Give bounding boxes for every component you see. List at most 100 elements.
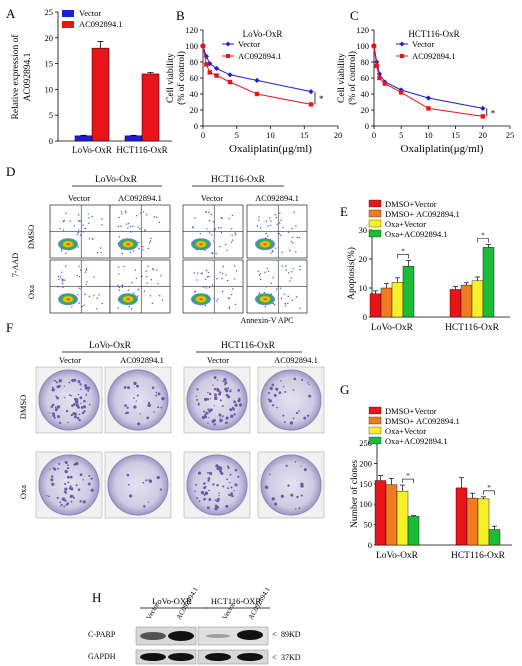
flow-group-label-lovo: LoVo-OxR xyxy=(95,175,138,185)
flow-event-dot xyxy=(84,271,87,273)
colony-dot xyxy=(147,403,151,407)
flow-event-dot xyxy=(88,238,91,240)
y-tick-label: 100 xyxy=(356,41,369,51)
colony-dot xyxy=(200,490,205,495)
flow-event-dot xyxy=(193,291,196,293)
flow-col-label: AC092894.1 xyxy=(255,193,299,203)
y-tick-label: 0 xyxy=(368,540,372,550)
panel-letter-h: H xyxy=(92,590,101,605)
flow-event-dot xyxy=(292,268,294,270)
flow-event-dot xyxy=(137,226,139,228)
flow-event-dot xyxy=(263,291,266,294)
flow-event-dot xyxy=(199,232,201,235)
significance-marker: * xyxy=(319,94,324,104)
flow-event-dot xyxy=(125,211,127,214)
colony-dot xyxy=(283,421,286,424)
flow-event-dot xyxy=(78,276,81,278)
flow-event-dot xyxy=(270,282,273,285)
flow-event-dot xyxy=(287,231,290,233)
flow-event-dot xyxy=(71,306,73,308)
colony-dot xyxy=(88,403,91,406)
colony-dot xyxy=(301,378,304,381)
flow-event-dot xyxy=(130,308,133,310)
colony-dot xyxy=(64,469,68,474)
colony-dot xyxy=(127,386,130,390)
flow-event-dot xyxy=(264,305,267,308)
colony-dot xyxy=(48,468,51,470)
flow-event-dot xyxy=(224,243,227,246)
data-point xyxy=(426,106,431,111)
colony-dot xyxy=(219,417,221,419)
blot-band xyxy=(237,653,263,661)
colony-dot xyxy=(148,479,153,483)
flow-event-dot xyxy=(233,278,236,280)
panel-f-colony-formation: LoVo-OxR HCT116-OxR Vector AC092894.1 Ve… xyxy=(18,341,325,519)
flow-event-dot xyxy=(270,220,272,222)
y-tick-label: 0 xyxy=(194,121,198,131)
bar xyxy=(482,247,495,318)
flow-event-dot xyxy=(288,250,291,252)
colony-dot xyxy=(220,472,224,476)
x-tick-label: 5 xyxy=(399,130,403,140)
colony-dot xyxy=(73,378,77,382)
chart-title: HCT116-OxR xyxy=(408,29,459,39)
flow-event-dot xyxy=(288,272,290,274)
flow-event-dot xyxy=(295,296,298,298)
colony-dot xyxy=(54,406,57,409)
bar xyxy=(124,135,143,142)
blot-band xyxy=(168,653,194,661)
colony-dot xyxy=(237,475,240,478)
colony-dot xyxy=(145,479,148,482)
chart-g-clone-number: 0 50 100 150 200 250 LoVo-OxR * HCT116-OxR * Numbe… xyxy=(349,406,512,561)
colony-dot xyxy=(216,508,218,511)
flow-event-dot xyxy=(281,265,283,267)
flow-event-dot xyxy=(149,240,152,242)
flow-event-dot xyxy=(127,223,130,225)
colony-dot xyxy=(216,379,219,381)
plate-row-label: DMSO xyxy=(18,395,28,420)
x-tick-label: LoVo-OxR xyxy=(72,145,112,155)
colony-dot xyxy=(229,408,233,412)
flow-event-dot xyxy=(221,290,224,293)
colony-dot xyxy=(73,412,77,416)
legend-swatch xyxy=(368,199,382,208)
significance-marker: * xyxy=(406,472,410,480)
flow-event-dot xyxy=(63,219,65,222)
legend-marker xyxy=(400,54,404,58)
data-point xyxy=(207,70,212,75)
flow-event-dot xyxy=(78,287,80,289)
bar xyxy=(141,73,160,142)
colony-dot xyxy=(289,421,294,425)
colony-dot xyxy=(290,493,294,497)
y-tick-label: 0 xyxy=(363,312,367,322)
flow-event-dot xyxy=(287,302,289,305)
flow-event-dot xyxy=(296,236,299,239)
x-tick-label: 25 xyxy=(506,130,515,140)
colony-dot xyxy=(308,394,312,398)
colony-dot xyxy=(203,493,206,496)
x-tick-label: 10 xyxy=(266,130,275,140)
colony-dot xyxy=(225,504,229,508)
colony-dot xyxy=(69,485,72,488)
data-point xyxy=(254,77,260,83)
colony-dot xyxy=(214,396,218,400)
bar xyxy=(407,516,420,546)
colony-dot xyxy=(52,414,56,418)
flow-event-dot xyxy=(291,271,293,273)
y-axis-label: (% of control) xyxy=(347,51,358,105)
colony-dot xyxy=(221,415,224,418)
colony-dot xyxy=(225,421,228,425)
flow-event-dot xyxy=(88,295,91,298)
colony-dot xyxy=(66,475,70,479)
flow-event-dot xyxy=(191,227,194,229)
colony-dot xyxy=(197,402,200,404)
flow-event-dot xyxy=(88,217,90,219)
colony-dot xyxy=(212,483,215,486)
colony-dot xyxy=(80,402,82,404)
blot-band xyxy=(205,653,231,661)
colony-dot xyxy=(53,467,57,471)
flow-event-dot xyxy=(259,278,262,281)
bar xyxy=(391,282,404,318)
colony-dot xyxy=(72,403,76,406)
